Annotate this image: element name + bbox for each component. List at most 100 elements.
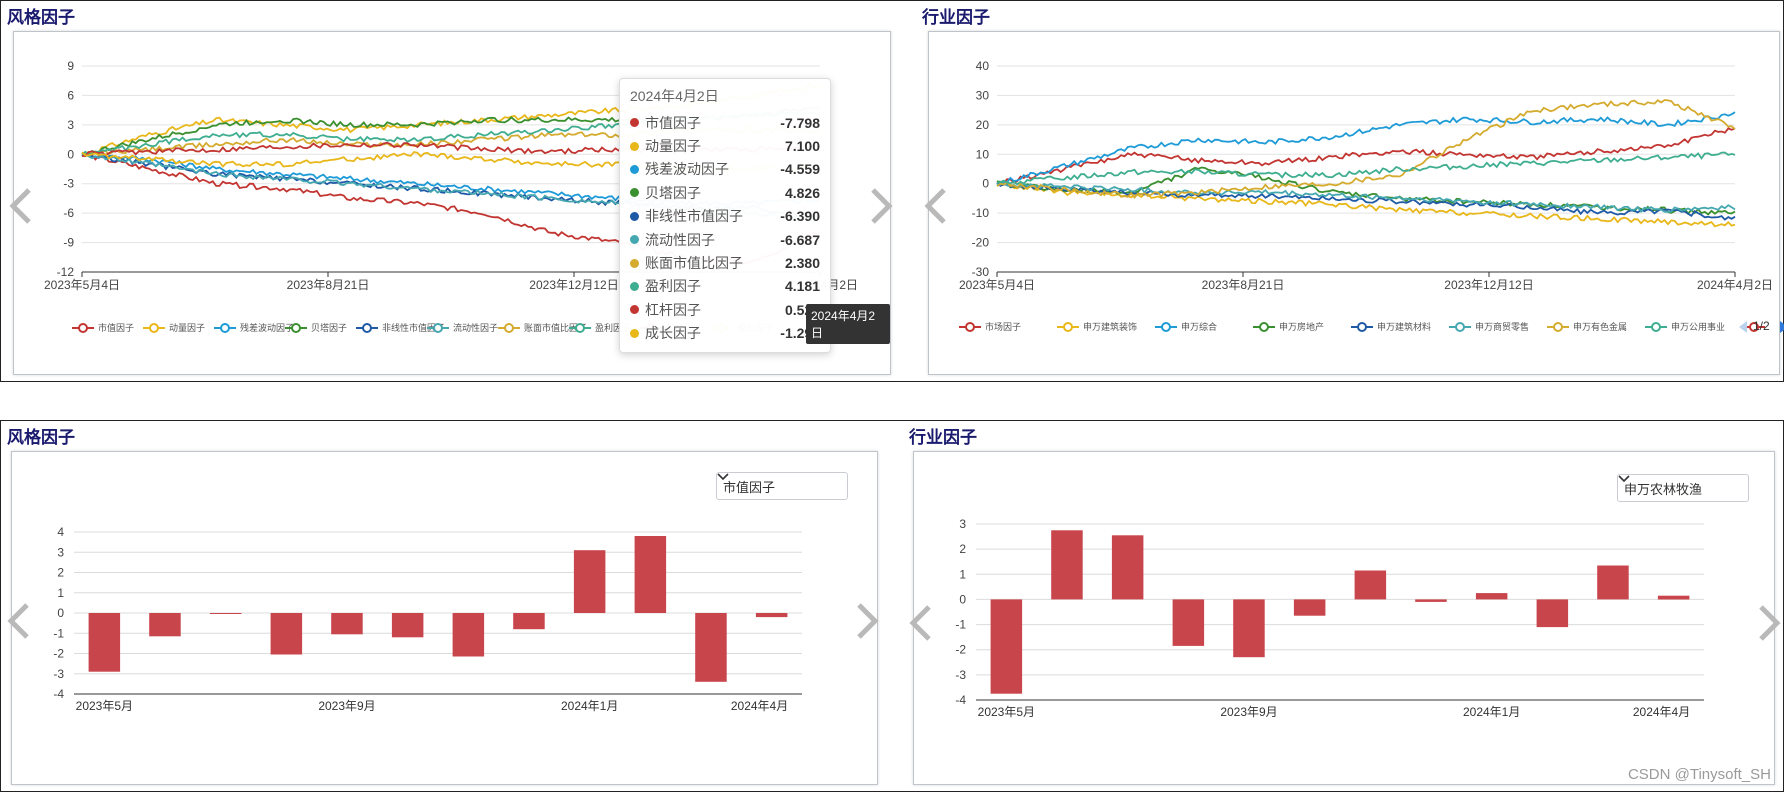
legend-marker-icon: [149, 323, 159, 333]
y-tick-label: -1: [53, 626, 64, 640]
legend-label: 贝塔因子: [311, 322, 347, 333]
bar: [1051, 530, 1083, 600]
section-title: 风格因子: [7, 428, 75, 447]
y-tick-label: -12: [57, 265, 75, 279]
series-dot-icon: [630, 141, 639, 151]
tooltip-row: 成长因子 -1.295: [630, 322, 820, 345]
y-tick-label: -6: [63, 206, 74, 220]
tooltip-series-value: 7.100: [784, 138, 820, 155]
bar: [1172, 599, 1205, 646]
legend-label: 流动性因子: [453, 322, 498, 333]
y-tick-label: -3: [955, 668, 966, 682]
bar: [209, 613, 242, 614]
tooltip-series-name: 残差波动因子: [645, 161, 729, 178]
industry-factor-line-section: 行业因子 40 30 20 10 0 -10 -20 -30 2023年5月4日 2023年8月2…: [916, 1, 1784, 381]
legend-marker-icon: [78, 323, 88, 333]
x-tick-label: 2023年8月21日: [287, 278, 370, 292]
y-tick-label: 20: [976, 118, 990, 132]
legend-marker-icon: [1455, 322, 1465, 332]
y-tick-label: 1: [959, 567, 966, 581]
tooltip-row: 市值因子 -7.798: [630, 111, 820, 134]
tooltip-series-name: 贝塔因子: [645, 184, 701, 201]
tooltip-row: 流动性因子 -6.687: [630, 228, 820, 251]
legend-label: 市值因子: [98, 322, 134, 333]
bar: [513, 613, 545, 630]
legend-label: 申万建筑装饰: [1083, 321, 1137, 332]
series-dot-icon: [630, 328, 639, 338]
tooltip-series-value: 2.380: [784, 255, 820, 272]
bar: [755, 613, 788, 618]
bar: [1111, 535, 1144, 600]
tooltip-date: 2024年4月2日: [630, 88, 719, 104]
axis-pointer-label: 2024年4月2日: [806, 304, 890, 344]
bar: [573, 550, 606, 613]
tooltip-row: 非线性市值因子 -6.390: [630, 205, 820, 228]
y-tick-label: 0: [57, 606, 64, 620]
series-line: [996, 180, 1736, 214]
legend-label: 非线性市值因子: [382, 322, 445, 333]
tooltip-row: 残差波动因子 -4.559: [630, 158, 820, 181]
prev-arrow-icon[interactable]: [907, 603, 935, 650]
legend-marker-icon: [433, 323, 443, 333]
bar: [391, 613, 424, 638]
bar: [990, 599, 1023, 694]
x-tick-label: 2024年4月: [1633, 705, 1690, 719]
style-bar-panel: 4 3 2 1 0 -1 -2 -3 -4 2023年5月 2023年9月 2024年1月 2024年4…: [11, 451, 878, 785]
bar: [1597, 565, 1629, 600]
style-factor-bar-chart[interactable]: 4 3 2 1 0 -1 -2 -3 -4 2023年5月 2023年9月 2024年1月 2024年4…: [12, 452, 877, 784]
legend-label: 申万综合: [1181, 321, 1217, 332]
x-tick-label: 2023年12月12日: [1444, 278, 1533, 292]
legend-marker-icon: [220, 323, 230, 333]
y-tick-label: 3: [959, 517, 966, 531]
y-tick-label: -2: [955, 643, 966, 657]
x-tick-label: 2023年12月12日: [529, 278, 618, 292]
select-value: 市值因子: [723, 479, 776, 495]
y-tick-label: 1: [57, 586, 64, 600]
series-dot-icon: [630, 211, 639, 221]
style-factor-select[interactable]: 市值因子: [716, 472, 848, 500]
legend-label: 动量因子: [169, 323, 205, 333]
prev-arrow-icon[interactable]: [7, 186, 35, 233]
series-dot-icon: [630, 188, 639, 198]
y-tick-label: 2: [959, 542, 966, 556]
legend-label: 申万商贸零售: [1475, 321, 1529, 332]
prev-arrow-icon[interactable]: [922, 186, 950, 233]
series-line: [996, 182, 1736, 221]
x-tick-label: 2023年5月4日: [959, 278, 1035, 292]
row-separator: [0, 382, 1784, 420]
y-tick-label: -4: [955, 693, 966, 707]
industry-factor-select[interactable]: 申万农林牧渔: [1617, 474, 1749, 502]
x-tick-label: 2023年5月4日: [44, 278, 120, 292]
next-arrow-icon[interactable]: [853, 601, 881, 648]
legend-marker-icon: [362, 323, 372, 333]
series-line: [996, 99, 1736, 200]
bar: [1233, 599, 1265, 658]
x-tick-label: 2023年5月: [76, 699, 133, 713]
tooltip-row: 贝塔因子 4.826: [630, 181, 820, 204]
bar: [1293, 599, 1326, 616]
tooltip-row: 账面市值比因子 2.380: [630, 251, 820, 274]
legend-next-icon[interactable]: [1778, 320, 1784, 334]
y-tick-label: -20: [972, 236, 990, 250]
bottom-row: 风格因子 4 3 2 1 0 -1 -2 -3 -4 2023年5月 2023年9月 2024年1月 2…: [0, 420, 1784, 792]
tooltip-series-name: 非线性市值因子: [645, 208, 743, 225]
legend-label: 市场因子: [985, 321, 1021, 332]
tooltip-row: 盈利因子 4.181: [630, 275, 820, 298]
y-tick-label: -3: [63, 177, 74, 191]
tooltip-row: 杠杆因子 0.524: [630, 298, 820, 321]
series-dot-icon: [630, 305, 639, 315]
legend-label: 申万有色金属: [1573, 321, 1627, 332]
tooltip-series-name: 盈利因子: [645, 278, 701, 295]
industry-factor-bar-chart[interactable]: 3 2 1 0 -1 -2 -3 -4 2023年5月 2023年9月 2024年1月 2024年4月: [914, 452, 1774, 784]
legend-marker-icon: [575, 323, 585, 333]
next-arrow-icon[interactable]: [1755, 603, 1783, 650]
y-tick-label: 0: [982, 177, 989, 191]
legend-marker-icon: [504, 323, 514, 333]
style-factor-line-section: 风格因子 9 6 3 0 -3 -6 -9 -12 2023年5月4日 2023年8月21日 202…: [1, 1, 901, 381]
next-arrow-icon[interactable]: [867, 186, 895, 233]
tooltip-series-name: 成长因子: [645, 325, 701, 342]
prev-arrow-icon[interactable]: [5, 601, 33, 648]
legend-prev-icon[interactable]: [1737, 320, 1749, 334]
legend-marker-icon: [1651, 322, 1661, 332]
